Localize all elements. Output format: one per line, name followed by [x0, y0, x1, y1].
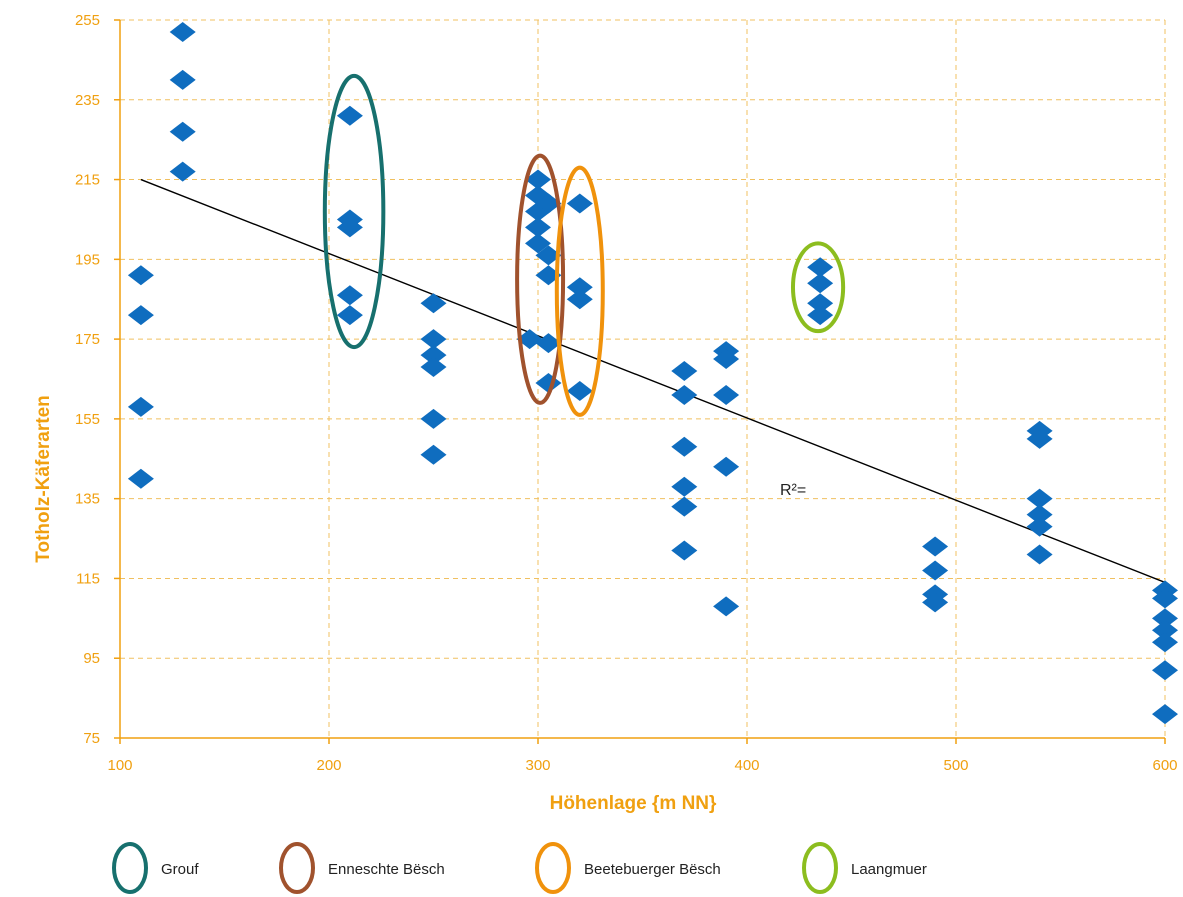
- data-point: [566, 193, 593, 214]
- data-point: [535, 333, 562, 354]
- data-point: [671, 361, 698, 382]
- data-point: [807, 305, 834, 326]
- group-ellipse: [554, 165, 605, 417]
- data-point: [713, 349, 740, 370]
- data-point: [807, 257, 834, 278]
- data-point: [1026, 504, 1053, 525]
- y-tick-label: 195: [75, 251, 100, 268]
- legend-swatch: [112, 842, 148, 894]
- y-tick-label: 175: [75, 331, 100, 348]
- data-point: [671, 540, 698, 561]
- data-point: [1026, 428, 1053, 449]
- data-point: [525, 233, 551, 254]
- data-point: [1152, 660, 1178, 681]
- data-point: [671, 436, 698, 457]
- legend-label: Laangmuer: [851, 861, 927, 878]
- legend-label: Beetebuerger Bësch: [584, 861, 721, 878]
- y-tick-label: 115: [76, 570, 100, 587]
- group-ellipse: [790, 241, 846, 334]
- data-point: [535, 193, 562, 214]
- y-tick-label: 155: [75, 411, 100, 428]
- data-point: [535, 245, 562, 266]
- data-point: [525, 217, 551, 238]
- data-point: [807, 293, 834, 314]
- data-points: [127, 21, 1178, 725]
- group-ellipses: [322, 73, 846, 417]
- x-tick-label: 500: [943, 757, 968, 774]
- y-tick-label: 135: [75, 491, 100, 508]
- data-point: [713, 384, 740, 405]
- legend-label: Grouf: [161, 861, 199, 878]
- legend-swatch: [279, 842, 315, 894]
- y-tick-label: 215: [75, 172, 100, 189]
- y-tick-label: 235: [75, 92, 100, 109]
- data-point: [336, 285, 363, 306]
- y-tick-label: 95: [83, 650, 100, 667]
- x-tick-label: 600: [1152, 757, 1177, 774]
- trendline-layer: [140, 178, 1166, 584]
- data-point: [1026, 516, 1053, 537]
- data-point: [1152, 620, 1178, 641]
- data-point: [169, 69, 196, 90]
- data-point: [1026, 488, 1053, 509]
- y-axis-title: Totholz-Käferarten: [33, 395, 54, 562]
- data-point: [420, 329, 447, 350]
- data-point: [922, 592, 949, 613]
- data-point: [420, 345, 447, 366]
- y-tick-label: 255: [75, 12, 100, 29]
- data-point: [1152, 704, 1178, 725]
- group-ellipse: [322, 73, 386, 350]
- data-point: [671, 476, 698, 497]
- data-point: [922, 536, 949, 557]
- y-tick-labels: 75 95 115 135 155 175 195 215 235 255: [75, 12, 100, 747]
- legend: Grouf Enneschte Bësch Beetebuerger Bësch La…: [112, 842, 927, 894]
- data-point: [1026, 544, 1053, 565]
- x-tick-label: 300: [525, 757, 550, 774]
- x-tick-labels: 100 200 300 400 500 600: [107, 757, 1177, 774]
- x-tick-label: 100: [107, 757, 132, 774]
- data-point: [420, 357, 447, 378]
- data-point: [1152, 588, 1178, 609]
- trendline: [140, 178, 1166, 584]
- grid-lines: [120, 19, 1166, 738]
- data-point: [713, 456, 740, 477]
- data-point: [169, 161, 196, 182]
- x-tick-label: 200: [316, 757, 341, 774]
- data-point: [127, 396, 154, 417]
- data-point: [420, 293, 447, 314]
- data-point: [516, 329, 543, 350]
- data-point: [420, 408, 447, 429]
- data-point: [566, 289, 593, 310]
- group-ellipse: [515, 153, 566, 405]
- data-point: [127, 468, 154, 489]
- data-point: [127, 305, 154, 326]
- y-tick-label: 75: [83, 730, 100, 747]
- data-point: [127, 265, 154, 286]
- x-axis-title: Höhenlage {m NN}: [550, 793, 717, 814]
- data-point: [713, 596, 740, 617]
- data-point: [566, 380, 593, 401]
- data-point: [169, 21, 196, 42]
- data-point: [336, 217, 363, 238]
- data-point: [1152, 632, 1178, 653]
- data-point: [671, 384, 698, 405]
- data-point: [922, 560, 949, 581]
- data-point: [807, 273, 834, 294]
- data-point: [566, 277, 593, 298]
- legend-swatch: [802, 842, 838, 894]
- axes: [114, 19, 1166, 744]
- data-point: [336, 105, 363, 126]
- data-point: [336, 305, 363, 326]
- data-point: [420, 444, 447, 465]
- x-tick-label: 400: [734, 757, 759, 774]
- data-point: [1152, 608, 1178, 629]
- data-point: [169, 121, 196, 142]
- data-point: [671, 496, 698, 517]
- r-squared-annotation: R²=: [780, 482, 806, 499]
- legend-swatch: [535, 842, 571, 894]
- data-point: [525, 169, 551, 190]
- legend-label: Enneschte Bësch: [328, 861, 445, 878]
